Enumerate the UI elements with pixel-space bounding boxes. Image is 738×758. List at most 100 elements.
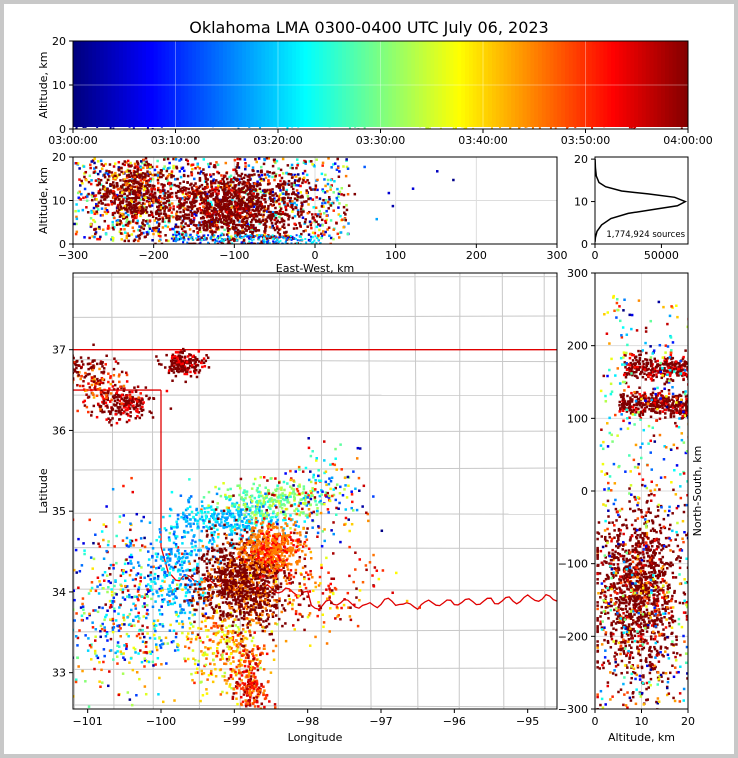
time-band [92,41,97,127]
source-point [200,511,204,515]
time-band [103,41,109,127]
source-point [168,538,171,541]
source-point [144,645,148,648]
source-point [275,159,279,163]
source-point [344,218,348,222]
source-point [158,612,162,616]
source-point [110,605,113,608]
source-point [134,604,137,607]
source-point [685,41,688,44]
time-band [488,41,493,127]
source-point [245,493,249,496]
source-point [353,192,357,196]
source-point [236,201,239,205]
source-point [114,176,117,180]
source-point [286,213,289,216]
source-point [131,185,134,188]
source-point [246,182,249,185]
source-point [258,511,261,514]
source-point [122,514,126,517]
source-point [134,121,137,124]
source-point [245,623,249,627]
source-point [300,213,303,216]
source-point [192,184,196,187]
source-point [127,164,131,168]
source-point [162,700,165,704]
source-point [242,207,245,211]
source-point [115,182,119,185]
source-point [224,216,228,220]
source-point [252,205,256,209]
source-point [121,591,125,594]
source-point [324,230,327,234]
source-point [99,159,103,163]
source-point [244,210,247,213]
source-point [257,494,261,497]
source-point [200,508,203,511]
source-point [128,661,131,664]
source-point [291,173,294,177]
source-point [125,176,129,179]
source-point [128,179,131,183]
source-point [123,183,126,186]
source-point [155,217,158,220]
source-point [176,205,179,209]
source-point [181,186,184,190]
source-point [511,122,514,125]
source-point [184,518,188,521]
source-point [113,162,117,165]
time-band [580,41,585,127]
source-point [143,602,146,605]
source-point [146,222,149,225]
source-point [164,205,167,209]
source-point [127,634,130,638]
source-point [235,197,239,200]
source-point [121,200,125,203]
source-point [295,234,298,237]
source-point [318,209,321,213]
source-point [298,215,301,218]
source-point [83,175,86,179]
time-band [472,41,478,127]
source-point [180,563,184,567]
source-point [93,220,97,224]
source-point [99,199,103,202]
source-point [178,204,181,207]
source-point [497,44,500,47]
x-tick-label: 03:00:00 [48,134,97,147]
source-point [202,228,206,232]
source-point [118,515,122,518]
source-point [226,645,230,648]
source-point [83,236,86,239]
source-point [284,518,287,522]
source-point [308,210,311,214]
source-point [273,218,276,222]
source-point [251,505,254,508]
source-point [149,571,153,574]
source-point [195,635,198,639]
source-point [249,223,253,227]
source-point [232,205,236,208]
source-point [85,178,88,182]
source-point [136,614,140,618]
source-point [75,230,79,234]
source-point [179,188,182,191]
source-point [74,161,78,165]
source-point [128,204,132,207]
source-point [190,214,194,217]
source-point [178,603,182,607]
source-point [233,531,237,535]
source-point [264,515,267,519]
source-point [315,225,319,229]
source-point [126,194,129,198]
time-band [572,41,578,127]
source-point [160,196,164,200]
time-band [111,41,116,127]
source-point [206,678,209,681]
source-point [225,517,228,521]
source-point [173,183,176,187]
source-point [202,226,205,230]
source-point [367,42,370,45]
source-point [209,223,212,226]
source-point [170,552,173,556]
